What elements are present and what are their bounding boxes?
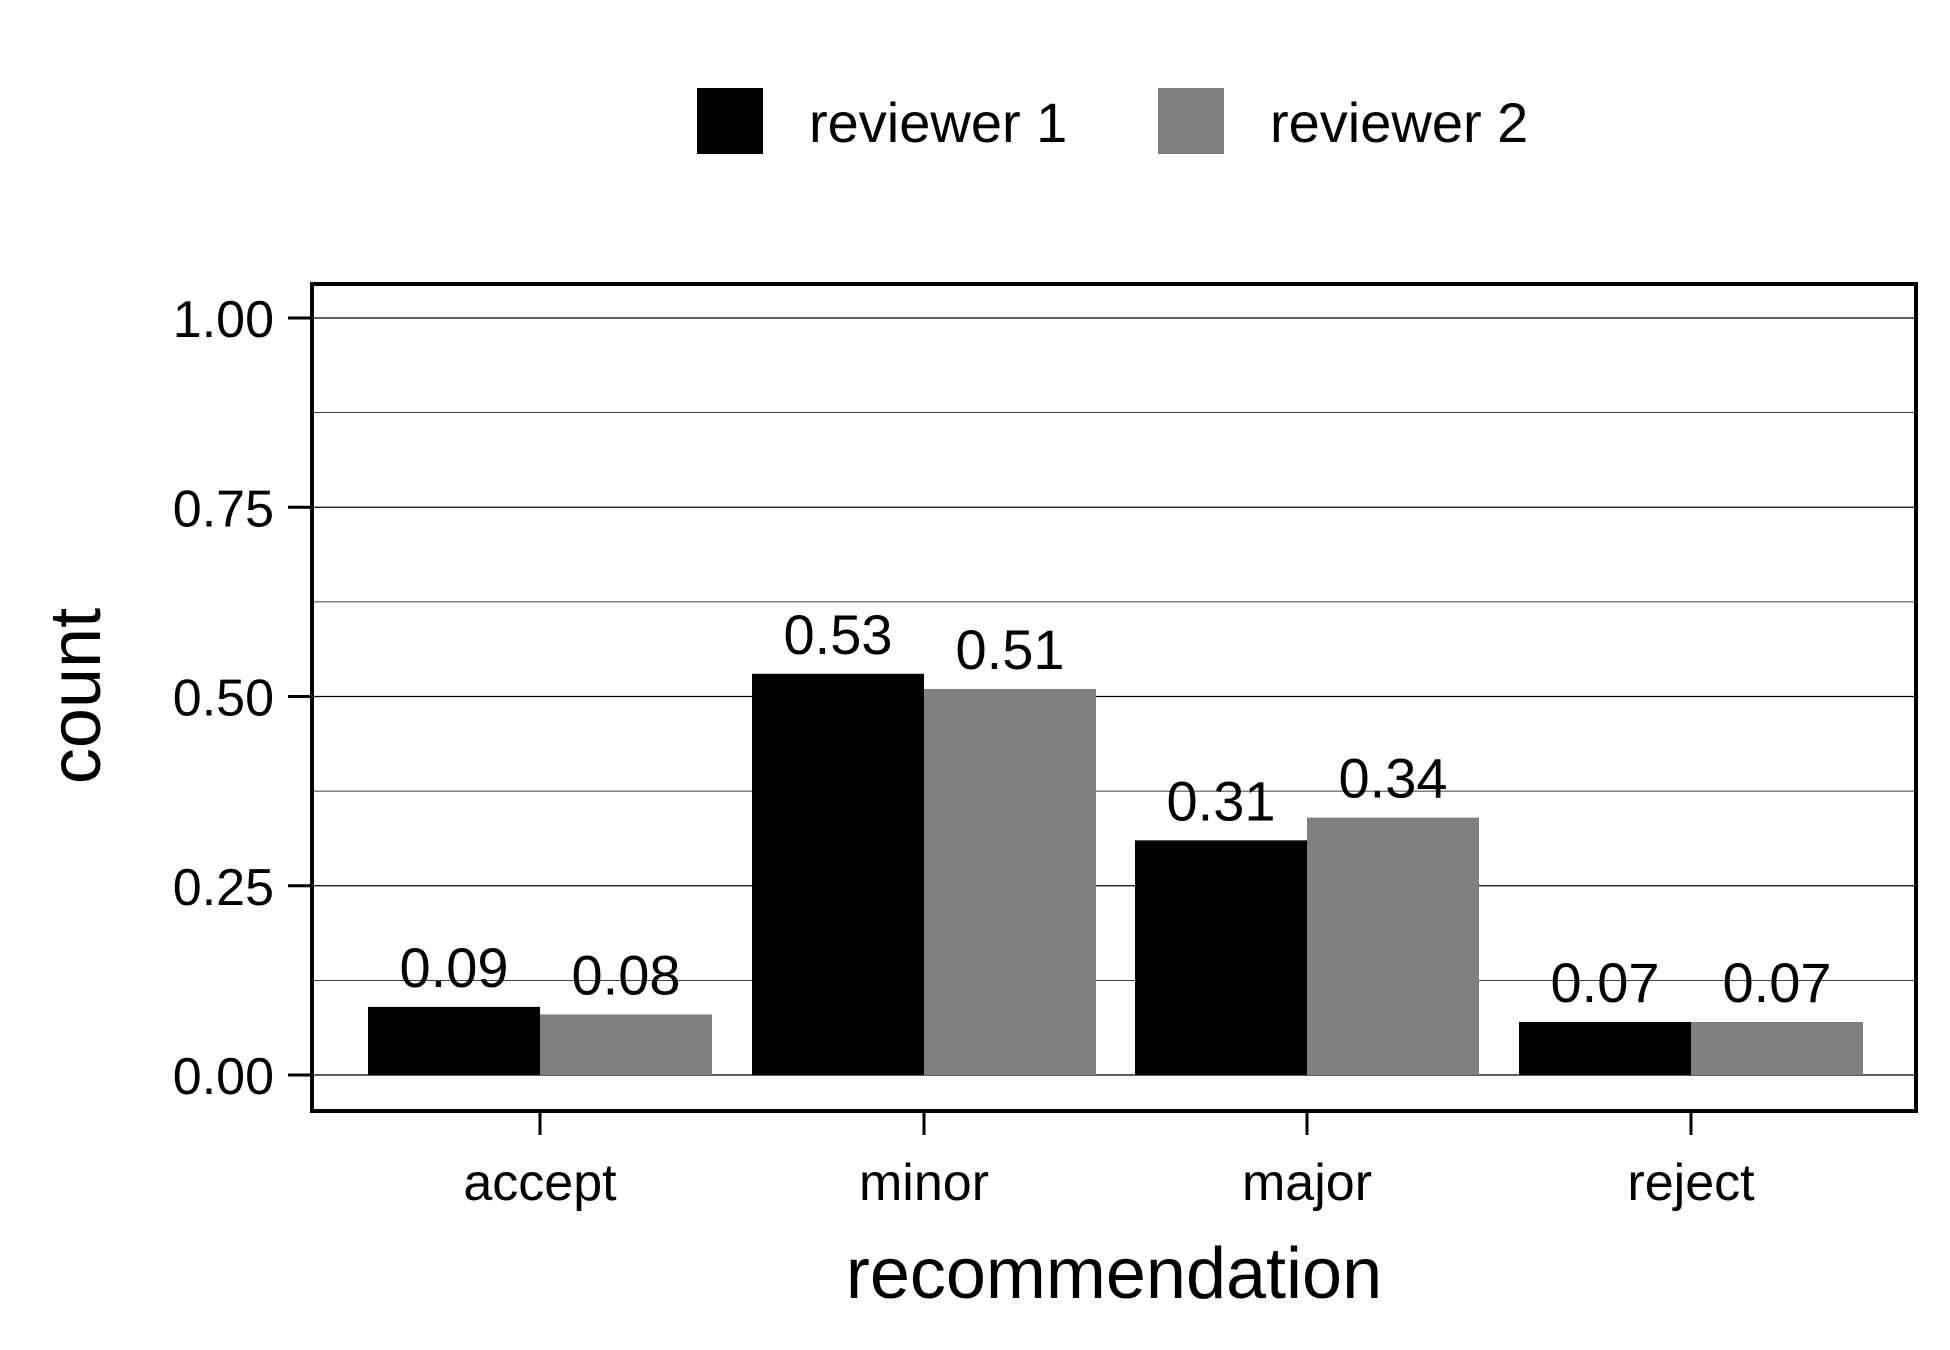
data-label: 0.53 [784,603,893,666]
data-label: 0.07 [1551,951,1660,1014]
legend-label: reviewer 2 [1270,91,1528,154]
x-tick-label: major [1242,1154,1372,1212]
x-axis-title: recommendation [846,1234,1382,1314]
data-label: 0.34 [1339,747,1448,810]
data-labels: 0.09 0.53 0.31 0.07 0.08 0.51 0.34 0.07 [400,603,1832,1014]
x-axis: accept minor major reject [463,1111,1755,1212]
data-label: 0.31 [1167,769,1276,832]
gridlines [312,317,1916,1076]
data-label: 0.07 [1723,951,1832,1014]
legend-swatch [1158,88,1224,154]
y-axis: 0.00 0.25 0.50 0.75 1.00 [173,291,312,1106]
x-tick-label: accept [463,1154,617,1212]
bar-accept-series-2 [540,1014,712,1075]
y-tick-label: 1.00 [173,291,274,349]
legend: reviewer 1 reviewer 2 [697,88,1528,154]
bar-major-series-1 [1135,840,1307,1075]
bar-minor-series-1 [752,673,924,1075]
x-tick-label: reject [1627,1154,1755,1212]
y-tick-label: 0.75 [173,480,274,538]
bar-minor-series-2 [924,688,1096,1075]
data-label: 0.08 [572,943,681,1006]
bar-accept-series-1 [368,1006,540,1075]
bar-reject-series-1 [1519,1022,1691,1075]
x-tick-label: minor [859,1154,989,1212]
y-tick-label: 0.00 [173,1048,274,1106]
plot-border [310,282,1918,1113]
y-tick-label: 0.25 [173,859,274,917]
y-tick-label: 0.50 [173,670,274,728]
bars [368,673,1863,1075]
bar-major-series-2 [1307,817,1479,1075]
bar-reject-series-2 [1691,1022,1863,1075]
data-label: 0.09 [400,936,509,999]
legend-swatch [697,88,763,154]
y-axis-title: count [36,608,116,784]
legend-label: reviewer 1 [809,91,1067,154]
data-label: 0.51 [956,618,1065,681]
